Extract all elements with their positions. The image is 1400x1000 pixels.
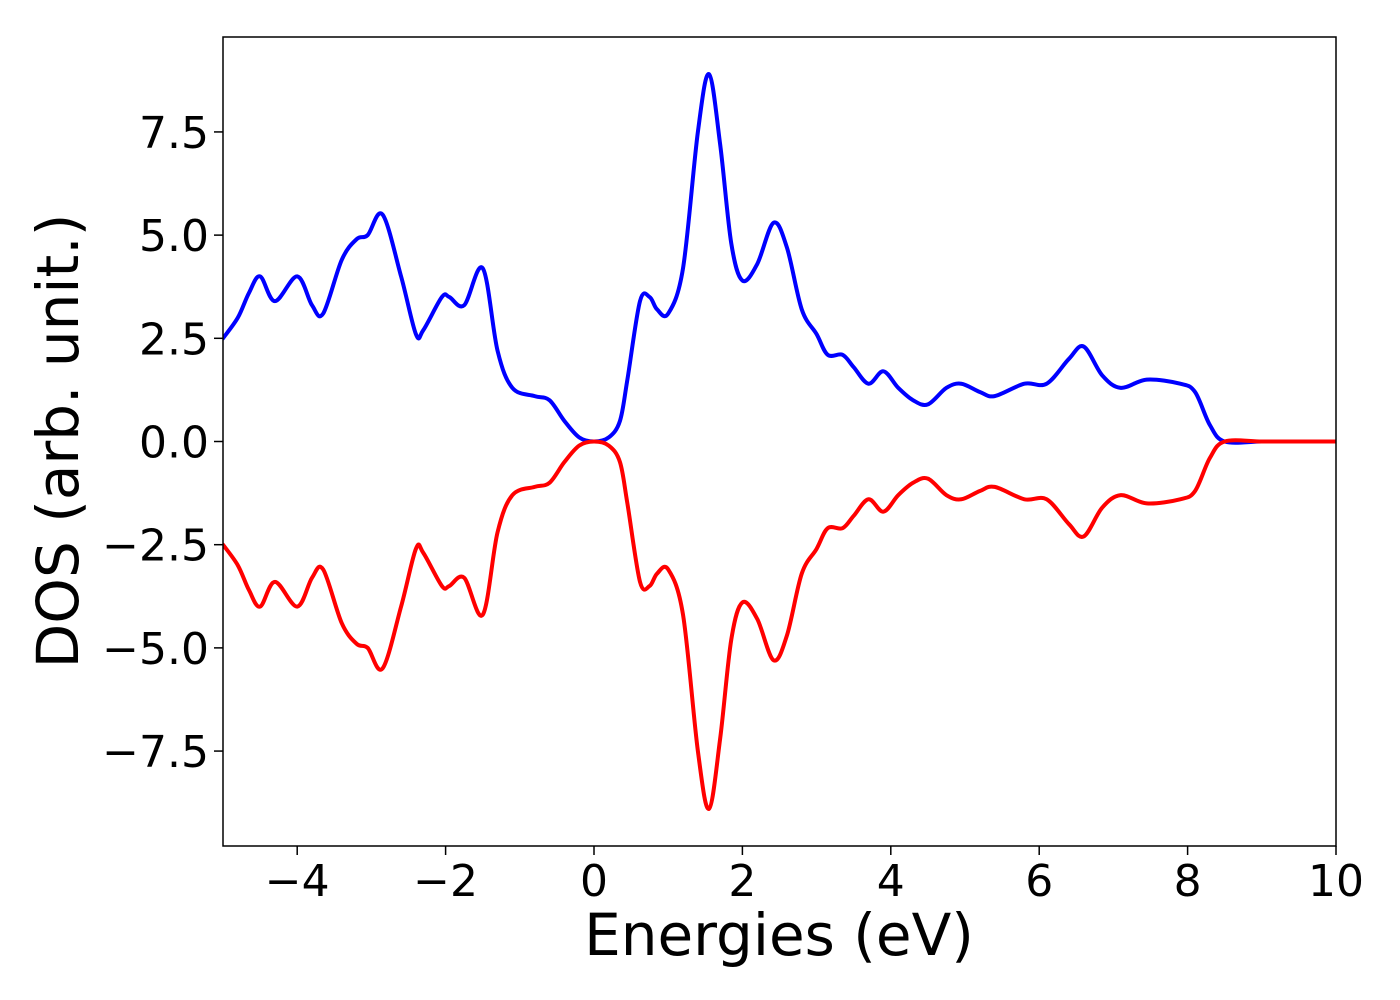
x-tick-label: 0: [580, 856, 608, 907]
y-tick-label: −5.0: [102, 624, 209, 675]
y-tick-label: 0.0: [139, 418, 209, 469]
x-tick-label: −2: [413, 856, 478, 907]
plot-frame: [222, 36, 1337, 847]
x-tick-label: 8: [1174, 856, 1202, 907]
x-tick-label: 2: [728, 856, 756, 907]
y-tick-label: −2.5: [102, 521, 209, 572]
y-axis: 7.5 5.0 2.5 0.0 −2.5 −5.0 −7.5: [102, 108, 223, 778]
series-line-red: [223, 438, 1336, 811]
x-tick-label: 4: [877, 856, 905, 907]
y-tick-label: 5.0: [139, 211, 209, 262]
x-tick-label: −4: [265, 856, 330, 907]
x-tick-label: 6: [1025, 856, 1053, 907]
y-axis-title: DOS (arb. unit.): [24, 214, 92, 669]
y-tick-label: 7.5: [139, 108, 209, 159]
x-axis: −4 −2 0 2 4 6 8 10: [265, 846, 1364, 907]
y-tick-label: 2.5: [139, 314, 209, 365]
series-layer: [223, 72, 1336, 811]
x-axis-title: Energies (eV): [584, 901, 974, 969]
y-tick-label: −7.5: [102, 727, 209, 778]
x-tick-label: 10: [1308, 856, 1364, 907]
series-line-blue: [223, 72, 1336, 445]
